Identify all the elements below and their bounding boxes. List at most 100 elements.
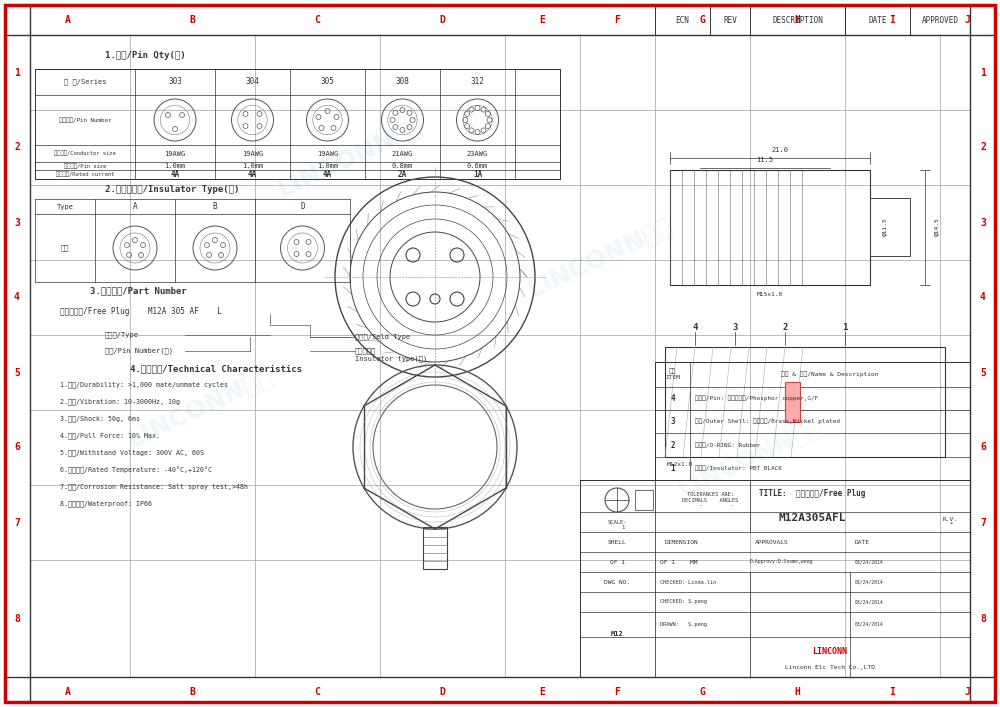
Text: J: J: [965, 687, 970, 697]
Text: 络缘体型号: 络缘体型号: [355, 348, 376, 354]
Text: DIMENSION: DIMENSION: [665, 539, 699, 544]
Text: 6.温度等级/Rated Temperature: -40°C,+120°C: 6.温度等级/Rated Temperature: -40°C,+120°C: [60, 467, 212, 474]
Text: 3.冲击/Shock: 50g, 6ms: 3.冲击/Shock: 50g, 6ms: [60, 416, 140, 422]
Text: 浮动式插头/Free Plug    M12A 305 AF    L: 浮动式插头/Free Plug M12A 305 AF L: [60, 307, 222, 315]
Text: 1.0mm: 1.0mm: [242, 163, 263, 169]
Text: 系 列/Series: 系 列/Series: [64, 78, 106, 86]
Text: D: D: [440, 15, 445, 25]
Text: 3: 3: [732, 322, 738, 332]
Text: 针体直径/Pin size: 针体直径/Pin size: [64, 163, 106, 169]
Text: 4: 4: [980, 293, 986, 303]
Text: J: J: [965, 15, 970, 25]
Text: 23AWG: 23AWG: [467, 151, 488, 156]
Text: 3: 3: [14, 218, 20, 228]
Text: 3: 3: [670, 417, 675, 426]
Text: 5: 5: [980, 368, 986, 378]
Text: 8: 8: [14, 614, 20, 624]
Text: C: C: [315, 687, 320, 697]
Text: F: F: [615, 15, 620, 25]
Text: APPROVALS: APPROVALS: [755, 539, 789, 544]
Text: G: G: [700, 687, 705, 697]
Text: D.Approvy:D.Cosmo,wong: D.Approvy:D.Cosmo,wong: [750, 559, 813, 564]
Text: 7.盐雾/Corrosion Resistance: Salt spray test,>48h: 7.盐雾/Corrosion Resistance: Salt spray te…: [60, 484, 248, 491]
Text: REV: REV: [723, 16, 737, 25]
Text: B: B: [190, 687, 195, 697]
Text: 21AWG: 21AWG: [392, 151, 413, 156]
Text: DATE: DATE: [868, 16, 887, 25]
Text: 2A: 2A: [398, 170, 407, 179]
Text: 312: 312: [471, 78, 484, 86]
Text: Type: Type: [56, 204, 73, 209]
Text: 0.8mm: 0.8mm: [392, 163, 413, 169]
Text: 19AWG: 19AWG: [317, 151, 338, 156]
Text: M15x1.0: M15x1.0: [757, 292, 783, 297]
Text: SCALE-
    1: SCALE- 1: [607, 520, 627, 530]
Text: Insulator type(Ⅱ): Insulator type(Ⅱ): [355, 356, 427, 362]
Text: A: A: [65, 687, 70, 697]
Text: 4A: 4A: [248, 170, 257, 179]
Text: 1.针数/Pin Qty(Ⅰ): 1.针数/Pin Qty(Ⅰ): [105, 50, 186, 59]
Text: DATE: DATE: [855, 539, 870, 544]
Bar: [670, 170, 870, 284]
Bar: [665, 347, 945, 457]
Text: 6: 6: [14, 443, 20, 452]
Text: M12A305AFL: M12A305AFL: [779, 513, 846, 523]
Text: DESCRIPTION: DESCRIPTION: [772, 16, 823, 25]
Text: 4: 4: [670, 394, 675, 403]
Text: ECN: ECN: [676, 16, 689, 25]
Bar: [635, 490, 653, 510]
Text: 名称 & 规格/Name & Description: 名称 & 规格/Name & Description: [781, 372, 879, 378]
Text: 304: 304: [246, 78, 259, 86]
Text: CHECKED: S.peng: CHECKED: S.peng: [660, 600, 707, 604]
Text: 1: 1: [670, 464, 675, 473]
Bar: [870, 198, 910, 256]
Text: 2: 2: [670, 440, 675, 450]
Text: 03/24/2014: 03/24/2014: [855, 559, 884, 564]
Text: 303: 303: [168, 78, 182, 86]
Text: 03/24/2014: 03/24/2014: [855, 622, 884, 627]
Text: φ11.5: φ11.5: [883, 218, 888, 236]
Text: D: D: [300, 202, 305, 211]
Text: E: E: [540, 687, 545, 697]
Text: 4A: 4A: [323, 170, 332, 179]
Text: 母针芟/Pin: 磷青铜合金/Phosphor copper,G/F: 母针芟/Pin: 磷青铜合金/Phosphor copper,G/F: [695, 396, 818, 402]
Text: 密封圈/O-RING: Rubber: 密封圈/O-RING: Rubber: [695, 442, 760, 448]
Text: 21.0: 21.0: [772, 146, 788, 153]
Text: I: I: [890, 687, 895, 697]
Text: APPROVED: APPROVED: [921, 16, 958, 25]
Text: 4: 4: [692, 322, 698, 332]
Bar: [35, 69, 560, 179]
Text: 3: 3: [980, 218, 986, 228]
Text: A: A: [65, 15, 70, 25]
Text: CHECKED: Linda.lin: CHECKED: Linda.lin: [660, 580, 716, 585]
Text: 主型式/Type: 主型式/Type: [105, 332, 139, 339]
Text: 4.拉力/Pull Force: 10% Max.: 4.拉力/Pull Force: 10% Max.: [60, 433, 160, 439]
Text: LINCONN怡康: LINCONN怡康: [124, 363, 276, 451]
Text: 引数/Pin Number(Ⅰ): 引数/Pin Number(Ⅰ): [105, 348, 173, 354]
Text: 2.络缘体型号/Insulator Type(Ⅱ): 2.络缘体型号/Insulator Type(Ⅱ): [105, 185, 239, 194]
Text: φ14.5: φ14.5: [935, 218, 940, 236]
Text: A: A: [133, 202, 137, 211]
Text: TOLERANCES ARE:
DECIMALS    ANGLES
    -         -: TOLERANCES ARE: DECIMALS ANGLES - -: [682, 491, 738, 508]
Text: 305: 305: [321, 78, 334, 86]
Text: 7: 7: [980, 518, 986, 527]
Text: R.V.
 *: R.V. *: [942, 517, 958, 527]
Bar: [423, 527, 447, 569]
Text: 2: 2: [782, 322, 788, 332]
Text: OF 1: OF 1: [610, 559, 625, 564]
Text: 19AWG: 19AWG: [164, 151, 186, 156]
Text: 型号: 型号: [61, 245, 69, 251]
Text: 1: 1: [14, 67, 20, 78]
Text: 外壳/Outer Shell: 黄铜镀阉/Brass,Nickel plated: 外壳/Outer Shell: 黄铜镀阉/Brass,Nickel plated: [695, 419, 840, 424]
Text: DRAWN:   S.peng: DRAWN: S.peng: [660, 622, 707, 627]
Text: 4.技术特性/Technical Characteristics: 4.技术特性/Technical Characteristics: [130, 365, 302, 373]
Text: 03/24/2014: 03/24/2014: [855, 600, 884, 604]
Text: 1.0mm: 1.0mm: [164, 163, 186, 169]
Text: D: D: [440, 687, 445, 697]
Text: G: G: [700, 15, 705, 25]
Text: 1: 1: [842, 322, 848, 332]
Text: C: C: [315, 15, 320, 25]
Text: M12x1.0: M12x1.0: [667, 462, 693, 467]
Text: 1.寿命/Durability: >1,000 mate/unmate cycles: 1.寿命/Durability: >1,000 mate/unmate cycl…: [60, 382, 228, 388]
Text: 3.编码原则/Part Number: 3.编码原则/Part Number: [90, 286, 187, 296]
